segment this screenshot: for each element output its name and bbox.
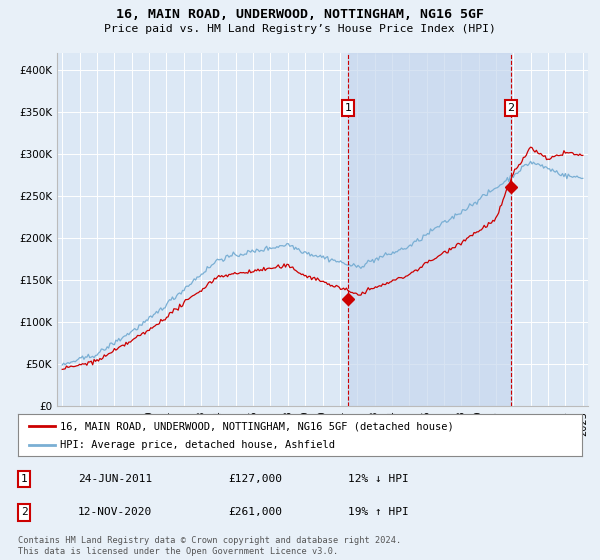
Text: 16, MAIN ROAD, UNDERWOOD, NOTTINGHAM, NG16 5GF (detached house): 16, MAIN ROAD, UNDERWOOD, NOTTINGHAM, NG… — [60, 421, 454, 431]
Text: 12-NOV-2020: 12-NOV-2020 — [78, 507, 152, 517]
Text: 19% ↑ HPI: 19% ↑ HPI — [348, 507, 409, 517]
Text: 12% ↓ HPI: 12% ↓ HPI — [348, 474, 409, 484]
Text: 2: 2 — [508, 103, 515, 113]
Text: 2: 2 — [20, 507, 28, 517]
Text: Contains HM Land Registry data © Crown copyright and database right 2024.
This d: Contains HM Land Registry data © Crown c… — [18, 536, 401, 556]
Text: HPI: Average price, detached house, Ashfield: HPI: Average price, detached house, Ashf… — [60, 440, 335, 450]
Text: £261,000: £261,000 — [228, 507, 282, 517]
Bar — [348, 53, 511, 406]
Text: Price paid vs. HM Land Registry’s House Price Index (HPI): Price paid vs. HM Land Registry’s House … — [104, 24, 496, 34]
Text: 24-JUN-2011: 24-JUN-2011 — [78, 474, 152, 484]
Text: 1: 1 — [344, 103, 352, 113]
Text: £127,000: £127,000 — [228, 474, 282, 484]
Text: 16, MAIN ROAD, UNDERWOOD, NOTTINGHAM, NG16 5GF: 16, MAIN ROAD, UNDERWOOD, NOTTINGHAM, NG… — [116, 8, 484, 21]
Text: 1: 1 — [20, 474, 28, 484]
